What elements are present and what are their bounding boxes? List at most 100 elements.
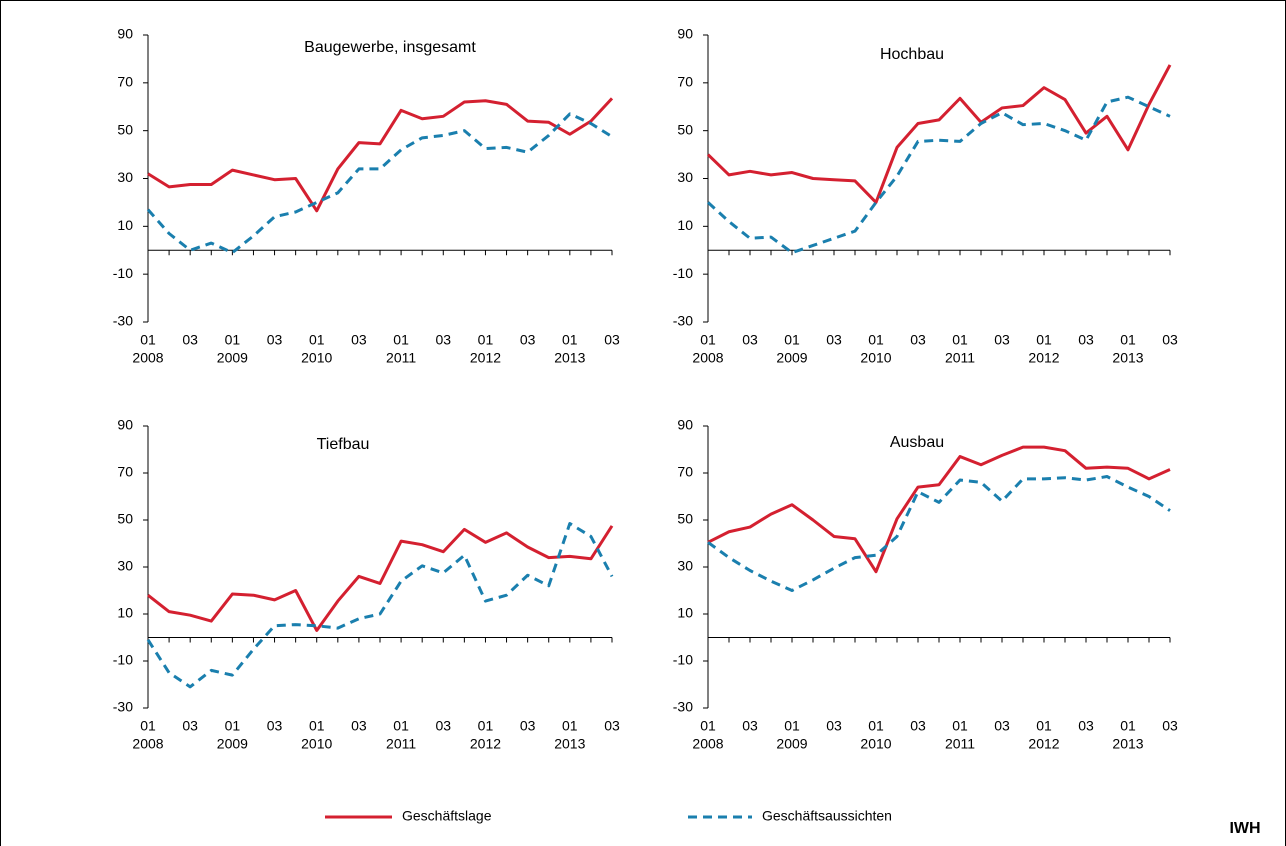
x-year-label: 2013 xyxy=(1112,736,1143,752)
x-tick-label: 03 xyxy=(826,332,842,348)
x-tick-label: 01 xyxy=(393,332,409,348)
x-year-label: 2008 xyxy=(132,736,163,752)
series-line xyxy=(707,445,1171,574)
x-tick-label: 03 xyxy=(1078,718,1094,734)
x-year-label: 2009 xyxy=(217,350,248,366)
x-tick-label: 01 xyxy=(562,718,578,734)
series-line xyxy=(706,95,1171,255)
y-tick-label: 90 xyxy=(677,26,693,42)
x-tick-label: 03 xyxy=(520,332,536,348)
series-line xyxy=(147,525,614,632)
x-year-label: 2013 xyxy=(554,350,585,366)
series-line xyxy=(147,97,614,213)
y-tick-label: 90 xyxy=(117,417,133,433)
x-tick-label: 01 xyxy=(478,718,494,734)
x-year-label: 2011 xyxy=(945,350,975,366)
y-tick-label: 10 xyxy=(677,605,693,621)
y-tick-label: 10 xyxy=(117,605,133,621)
x-tick-label: 03 xyxy=(910,718,926,734)
x-year-label: 2013 xyxy=(554,736,585,752)
x-tick-label: 01 xyxy=(140,718,156,734)
x-tick-label: 03 xyxy=(994,332,1010,348)
y-tick-label: 50 xyxy=(677,121,693,137)
x-tick-label: 01 xyxy=(1036,718,1052,734)
y-tick-label: -30 xyxy=(673,313,693,329)
y-tick-label: 50 xyxy=(677,511,693,527)
y-tick-label: 70 xyxy=(677,74,693,90)
x-year-label: 2011 xyxy=(386,350,416,366)
x-tick-label: 01 xyxy=(952,332,968,348)
chart-title: Ausbau xyxy=(890,434,944,451)
x-tick-label: 03 xyxy=(604,332,620,348)
x-tick-label: 03 xyxy=(826,718,842,734)
y-tick-label: 10 xyxy=(677,217,693,233)
x-year-label: 2011 xyxy=(945,736,975,752)
x-year-label: 2010 xyxy=(860,736,891,752)
y-tick-label: -30 xyxy=(113,313,133,329)
chart-title: Tiefbau xyxy=(317,436,370,453)
y-tick-label: 10 xyxy=(117,217,133,233)
x-year-label: 2009 xyxy=(776,350,807,366)
source: IWH xyxy=(1229,820,1260,837)
series-line xyxy=(146,522,614,689)
x-tick-label: 01 xyxy=(952,718,968,734)
x-tick-label: 01 xyxy=(868,718,884,734)
x-tick-label: 01 xyxy=(393,718,409,734)
x-tick-label: 03 xyxy=(435,332,451,348)
x-tick-label: 03 xyxy=(994,718,1010,734)
x-tick-label: 01 xyxy=(784,332,800,348)
y-tick-label: 50 xyxy=(117,511,133,527)
y-tick-label: 30 xyxy=(117,169,133,185)
x-tick-label: 01 xyxy=(1120,332,1136,348)
x-tick-label: 03 xyxy=(520,718,536,734)
x-tick-label: 01 xyxy=(868,332,884,348)
x-year-label: 2010 xyxy=(301,350,332,366)
x-tick-label: 03 xyxy=(1078,332,1094,348)
y-tick-label: 30 xyxy=(677,558,693,574)
x-year-label: 2010 xyxy=(860,350,891,366)
x-tick-label: 01 xyxy=(140,332,156,348)
x-tick-label: 03 xyxy=(182,332,198,348)
x-year-label: 2009 xyxy=(217,736,248,752)
x-tick-label: 01 xyxy=(478,332,494,348)
x-year-label: 2013 xyxy=(1112,350,1143,366)
x-tick-label: 03 xyxy=(910,332,926,348)
x-tick-label: 01 xyxy=(700,718,716,734)
series-line xyxy=(706,64,1172,204)
x-tick-label: 03 xyxy=(351,718,367,734)
x-year-label: 2008 xyxy=(692,736,723,752)
y-tick-label: 90 xyxy=(117,26,133,42)
y-tick-label: 30 xyxy=(117,558,133,574)
chart-title: Baugewerbe, insgesamt xyxy=(304,39,476,56)
x-year-label: 2012 xyxy=(470,350,501,366)
x-tick-label: 03 xyxy=(267,718,283,734)
x-tick-label: 01 xyxy=(700,332,716,348)
x-tick-label: 03 xyxy=(742,332,758,348)
x-year-label: 2008 xyxy=(132,350,163,366)
chart-title: Hochbau xyxy=(880,46,944,63)
y-tick-label: 70 xyxy=(677,464,693,480)
x-tick-label: 03 xyxy=(1162,332,1178,348)
x-year-label: 2011 xyxy=(386,736,416,752)
x-tick-label: 03 xyxy=(182,718,198,734)
x-tick-label: 03 xyxy=(742,718,758,734)
y-tick-label: -30 xyxy=(113,699,133,715)
x-year-label: 2012 xyxy=(1028,350,1059,366)
series-line xyxy=(707,475,1171,592)
x-year-label: 2009 xyxy=(776,736,807,752)
y-tick-label: -10 xyxy=(113,652,133,668)
x-tick-label: 01 xyxy=(784,718,800,734)
y-tick-label: 90 xyxy=(677,417,693,433)
y-tick-label: 30 xyxy=(677,169,693,185)
x-tick-label: 01 xyxy=(225,332,241,348)
x-tick-label: 01 xyxy=(309,718,325,734)
x-year-label: 2012 xyxy=(470,736,501,752)
x-tick-label: 01 xyxy=(562,332,578,348)
x-tick-label: 01 xyxy=(309,332,325,348)
x-tick-label: 03 xyxy=(1162,718,1178,734)
x-tick-label: 03 xyxy=(267,332,283,348)
y-tick-label: -10 xyxy=(113,265,133,281)
x-year-label: 2012 xyxy=(1028,736,1059,752)
y-tick-label: -10 xyxy=(673,265,693,281)
